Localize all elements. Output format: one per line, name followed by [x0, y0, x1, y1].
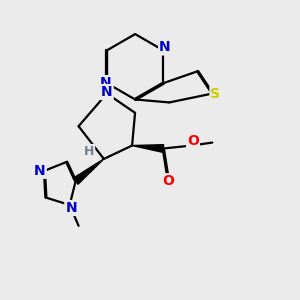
- Text: N: N: [65, 201, 77, 215]
- Polygon shape: [73, 159, 104, 184]
- Text: N: N: [34, 164, 46, 178]
- Text: O: O: [162, 174, 174, 188]
- Text: N: N: [100, 76, 111, 90]
- Text: S: S: [211, 86, 220, 100]
- Text: N: N: [159, 40, 171, 55]
- Text: N: N: [101, 85, 112, 99]
- Text: O: O: [187, 134, 199, 148]
- Text: H: H: [84, 145, 94, 158]
- Polygon shape: [132, 145, 164, 152]
